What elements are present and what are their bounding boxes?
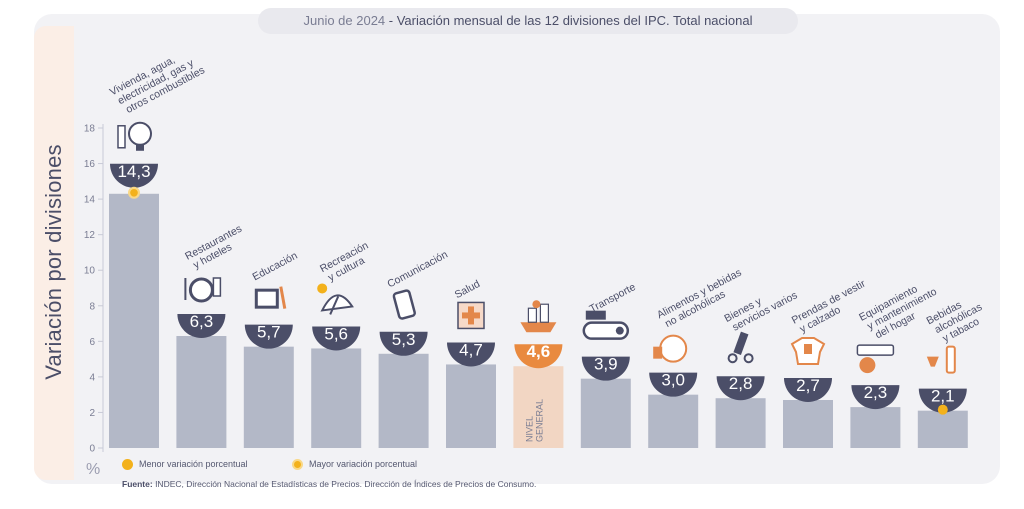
category-label: Transporte bbox=[588, 281, 638, 315]
legend-min: Menor variación porcentual bbox=[122, 459, 248, 471]
y-tick-label: 2 bbox=[89, 408, 95, 419]
bar bbox=[648, 394, 699, 448]
bar bbox=[311, 348, 362, 448]
value-bubble bbox=[649, 372, 698, 397]
food-icon bbox=[653, 334, 688, 363]
source-text: INDEC, Dirección Nacional de Estadística… bbox=[152, 479, 537, 489]
category-label: Vivienda, agua,electricidad, gas yotros … bbox=[108, 44, 207, 119]
source-label: Fuente: bbox=[122, 479, 153, 489]
value-label: 3,0 bbox=[661, 371, 685, 390]
title-text: - Variación mensual de las 12 divisiones… bbox=[385, 13, 753, 28]
legend-max-label: Mayor variación porcentual bbox=[309, 459, 418, 469]
y-tick-label: 8 bbox=[89, 301, 95, 312]
bar bbox=[446, 364, 496, 448]
max-marker-icon bbox=[292, 459, 303, 471]
value-label: 5,6 bbox=[324, 324, 348, 343]
clothing-icon bbox=[790, 337, 826, 365]
beach-umbrella-icon bbox=[317, 283, 354, 315]
bar bbox=[715, 398, 766, 448]
value-label: 4,6 bbox=[527, 342, 551, 361]
category-label: Bebidasalcohólicasy tabaco bbox=[925, 291, 990, 348]
value-label: 6,3 bbox=[190, 312, 214, 331]
value-bubble bbox=[244, 324, 293, 349]
value-label: 5,7 bbox=[257, 323, 281, 342]
scissors-comb-icon bbox=[727, 331, 754, 364]
value-label: 2,8 bbox=[729, 374, 753, 393]
value-label: 2,7 bbox=[796, 376, 820, 395]
category-label: Restaurantesy hoteles bbox=[183, 223, 249, 273]
bar bbox=[176, 336, 227, 448]
restaurant-icon bbox=[184, 277, 222, 303]
source-note: Fuente: INDEC, Dirección Nacional de Est… bbox=[122, 479, 536, 489]
value-label: 3,9 bbox=[594, 355, 618, 374]
value-bubble bbox=[784, 378, 832, 402]
health-cross-icon bbox=[457, 301, 485, 330]
bar bbox=[783, 400, 833, 448]
value-bubble bbox=[918, 388, 967, 413]
bar bbox=[580, 378, 631, 448]
bus-icon bbox=[582, 310, 630, 340]
bar-general bbox=[513, 366, 564, 448]
y-tick-label: 6 bbox=[89, 337, 95, 348]
category-label: Prendas de vestiry calzado bbox=[790, 277, 874, 336]
min-marker bbox=[937, 404, 948, 415]
shopping-basket-icon bbox=[520, 300, 557, 333]
side-strip bbox=[34, 26, 74, 480]
value-bubble bbox=[110, 163, 158, 188]
value-bubble bbox=[447, 342, 495, 367]
unit-label: % bbox=[86, 461, 101, 478]
y-tick-label: 10 bbox=[84, 266, 96, 277]
value-label: 14,3 bbox=[117, 162, 150, 181]
phone-icon bbox=[392, 289, 416, 320]
bar bbox=[243, 346, 294, 448]
category-label: Educación bbox=[251, 250, 300, 284]
category-label: Recreacióny cultura bbox=[318, 239, 376, 285]
value-label: 4,7 bbox=[459, 340, 483, 359]
value-bubble bbox=[581, 356, 630, 381]
value-bubble bbox=[312, 326, 361, 351]
y-tick-label: 12 bbox=[84, 230, 96, 241]
legend-min-label: Menor variación porcentual bbox=[139, 459, 248, 469]
bar bbox=[917, 410, 968, 448]
value-bubble bbox=[851, 385, 900, 410]
value-label: 5,3 bbox=[392, 330, 416, 349]
value-bubble bbox=[379, 331, 428, 356]
chart-title: Junio de 2024 - Variación mensual de las… bbox=[258, 8, 798, 34]
category-label: Equipamientoy mantenimientodel hogar bbox=[857, 276, 944, 345]
y-tick-label: 16 bbox=[84, 159, 96, 170]
bar bbox=[378, 353, 429, 448]
house-utilities-icon bbox=[117, 121, 152, 151]
category-label: Bienes yservicios varios bbox=[722, 279, 799, 335]
value-label: 2,3 bbox=[864, 383, 888, 402]
appliance-icon bbox=[856, 344, 895, 374]
min-marker-icon bbox=[122, 459, 133, 471]
y-tick-label: 14 bbox=[84, 195, 96, 206]
y-tick-label: 4 bbox=[89, 372, 95, 383]
category-label: Comunicación bbox=[385, 249, 450, 291]
value-bubble bbox=[514, 344, 563, 369]
title-date: Junio de 2024 bbox=[303, 13, 386, 28]
legend-max: Mayor variación porcentual bbox=[292, 459, 418, 471]
y-tick-label: 0 bbox=[89, 444, 95, 455]
category-label: Salud bbox=[453, 278, 482, 301]
max-marker-core bbox=[130, 188, 138, 197]
value-bubble bbox=[716, 376, 765, 401]
bar bbox=[109, 193, 159, 448]
book-icon bbox=[254, 286, 287, 309]
category-label: NIVELGENERAL bbox=[524, 399, 544, 442]
y-tick-label: 18 bbox=[84, 124, 96, 135]
value-bubble bbox=[177, 314, 226, 338]
bar bbox=[850, 407, 901, 448]
value-label: 2,1 bbox=[931, 387, 955, 406]
wine-bottle-icon bbox=[926, 345, 956, 374]
